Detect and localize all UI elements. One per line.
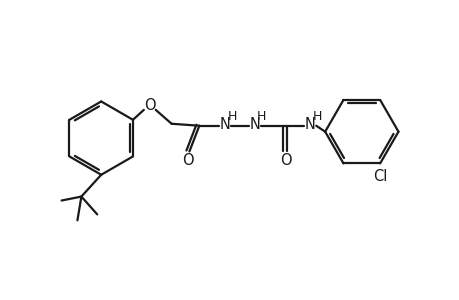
Text: O: O	[144, 98, 155, 113]
Text: O: O	[279, 153, 291, 168]
Text: Cl: Cl	[372, 169, 386, 184]
Text: H: H	[257, 110, 266, 123]
Text: O: O	[181, 153, 193, 168]
Text: H: H	[312, 110, 321, 123]
Text: H: H	[227, 110, 236, 123]
Text: N: N	[304, 117, 315, 132]
Text: N: N	[219, 117, 230, 132]
Text: N: N	[249, 117, 260, 132]
